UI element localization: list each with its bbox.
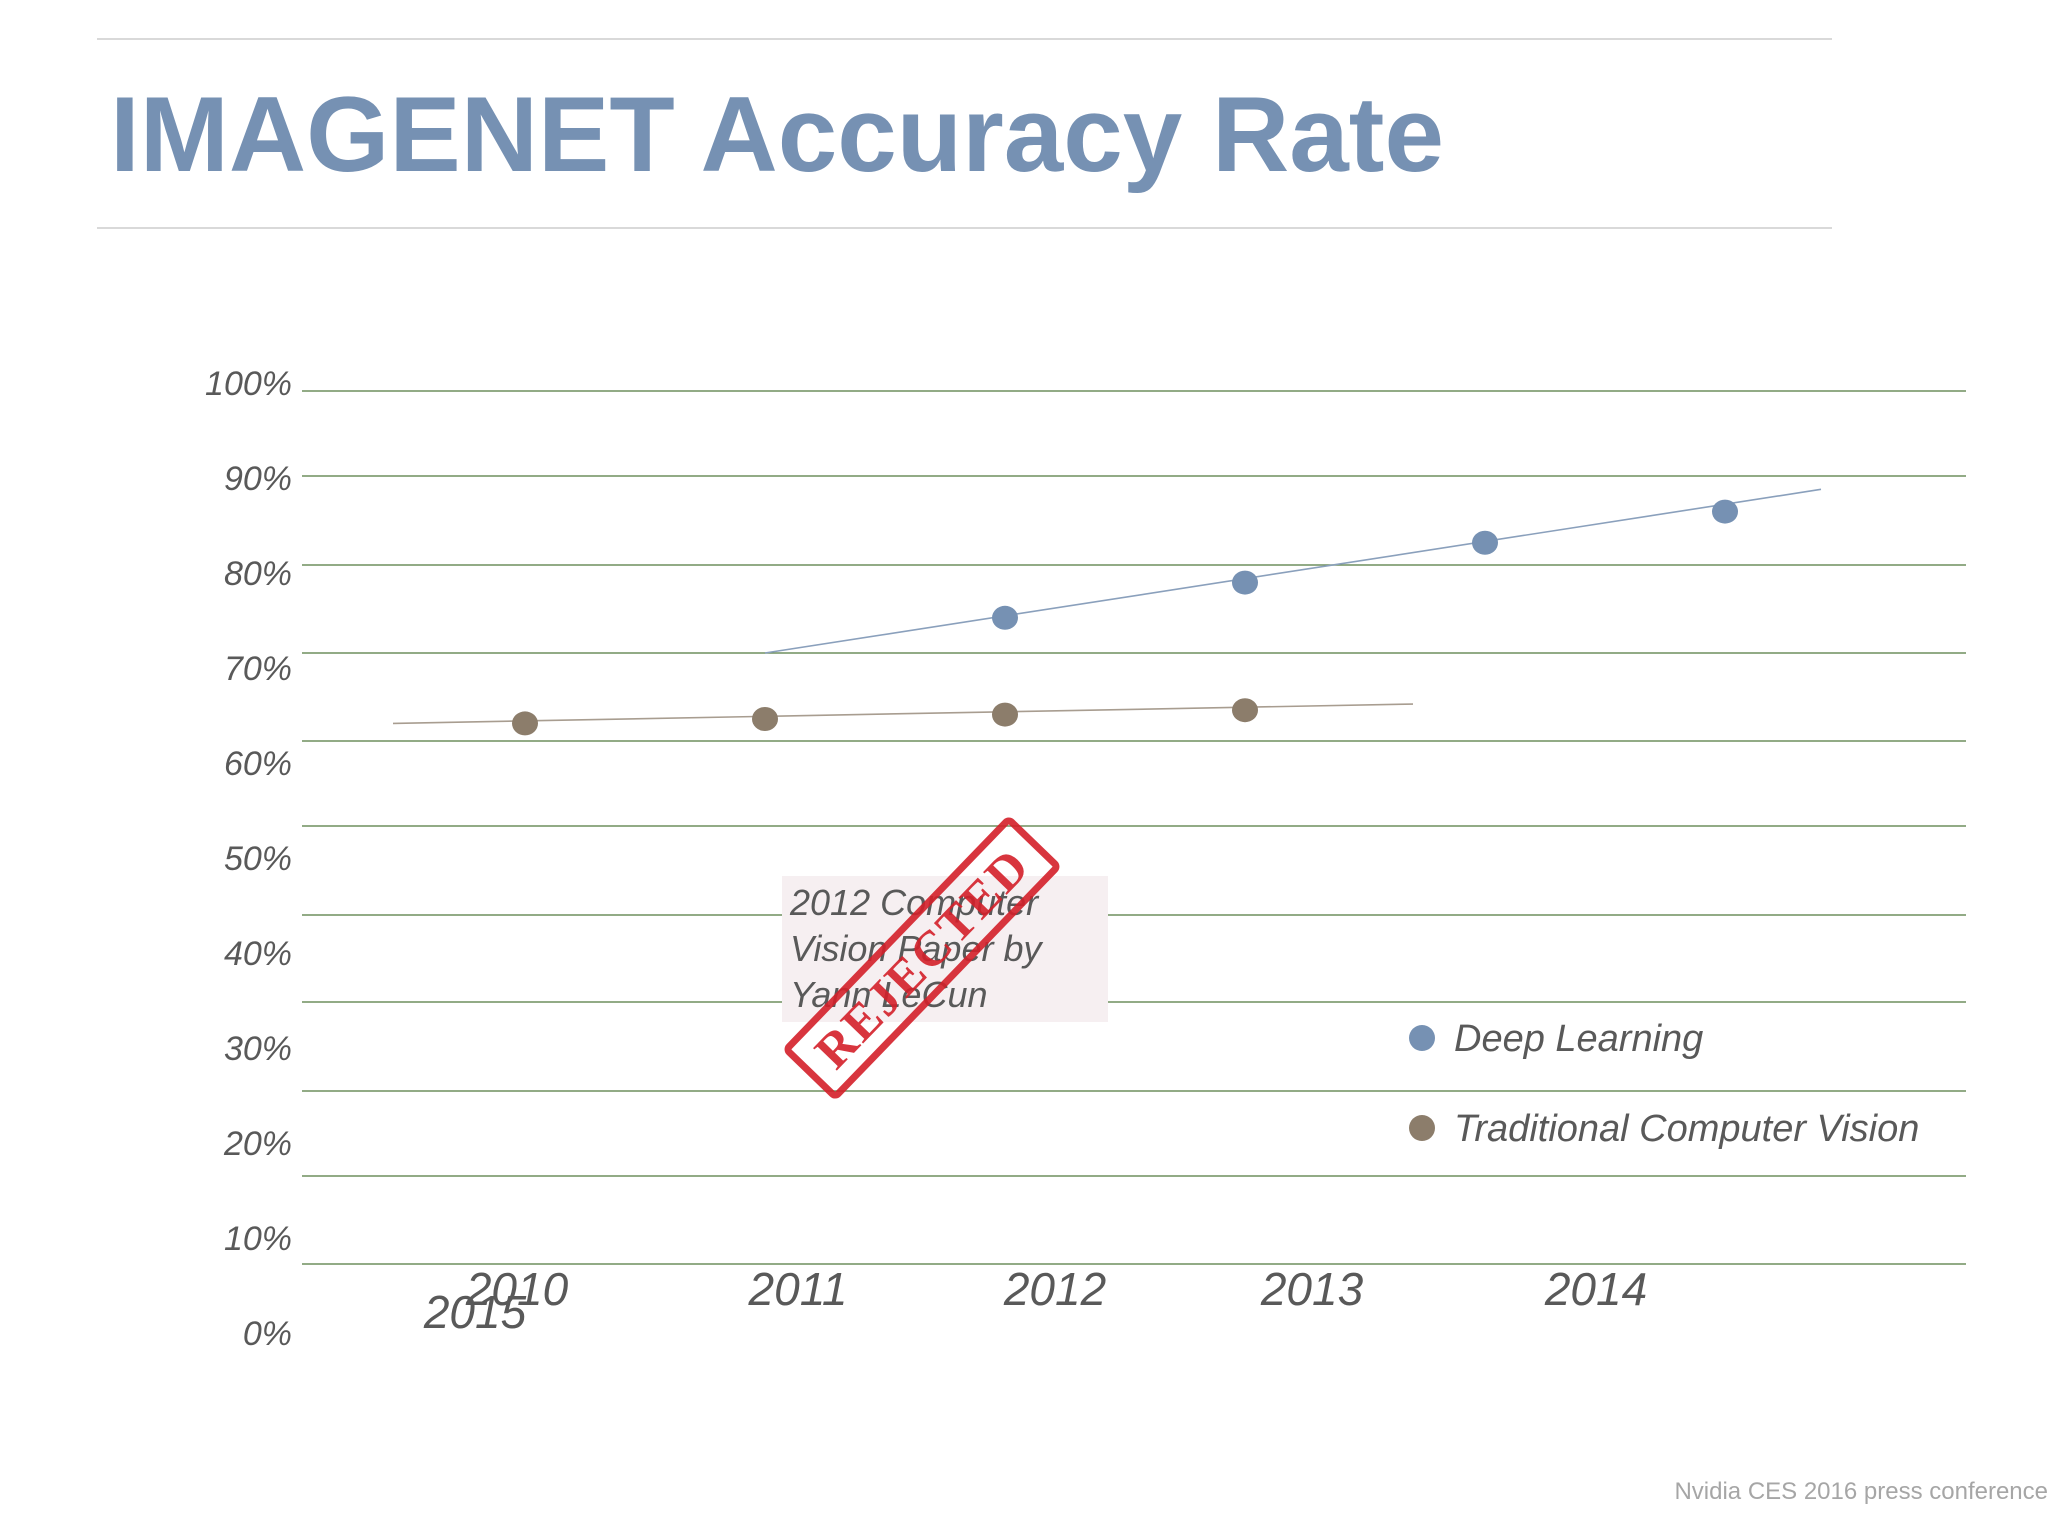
y-tick-label: 100%	[205, 365, 292, 403]
y-tick-label: 50%	[224, 840, 292, 878]
data-point-deep-learning	[1232, 570, 1258, 595]
data-point-traditional-cv	[512, 711, 538, 736]
legend-label: Traditional Computer Vision	[1454, 1108, 1919, 1150]
title-underline	[97, 227, 1832, 229]
y-tick-label: 60%	[224, 745, 292, 783]
y-tick-label: 30%	[224, 1030, 292, 1068]
x-tick-label: 2015	[423, 1286, 527, 1338]
trendline-deep-learning	[764, 488, 1822, 654]
trendline-traditional-cv	[392, 703, 1414, 725]
annotation-text: Vision Paper by	[790, 928, 1043, 969]
y-tick-label: 70%	[224, 650, 292, 688]
legend-marker	[1409, 1115, 1435, 1141]
y-tick-label: 0%	[243, 1315, 292, 1353]
page-title: IMAGENET Accuracy Rate	[110, 74, 1444, 194]
y-tick-label: 90%	[224, 460, 292, 498]
legend-marker	[1409, 1025, 1435, 1051]
y-tick-label: 80%	[224, 555, 292, 593]
data-point-traditional-cv	[992, 702, 1018, 727]
data-point-deep-learning	[992, 605, 1018, 630]
x-tick-label: 2010	[465, 1263, 569, 1315]
y-tick-label: 10%	[224, 1220, 292, 1258]
x-tick-label: 2011	[748, 1263, 848, 1315]
y-tick-label: 40%	[224, 935, 292, 973]
stamp-border	[784, 817, 1060, 1099]
x-tick-label: 2014	[1544, 1263, 1647, 1315]
data-point-traditional-cv	[1232, 698, 1258, 723]
x-tick-label: 2012	[1003, 1263, 1106, 1315]
x-tick-label: 2013	[1260, 1263, 1364, 1315]
source-credit: Nvidia CES 2016 press conference	[1674, 1478, 2048, 1505]
data-point-deep-learning	[1712, 499, 1738, 524]
y-tick-label: 20%	[223, 1125, 292, 1163]
top-rule	[97, 38, 1832, 40]
legend-label: Deep Learning	[1454, 1018, 1703, 1060]
data-point-deep-learning	[1472, 530, 1498, 555]
data-point-traditional-cv	[752, 707, 778, 731]
